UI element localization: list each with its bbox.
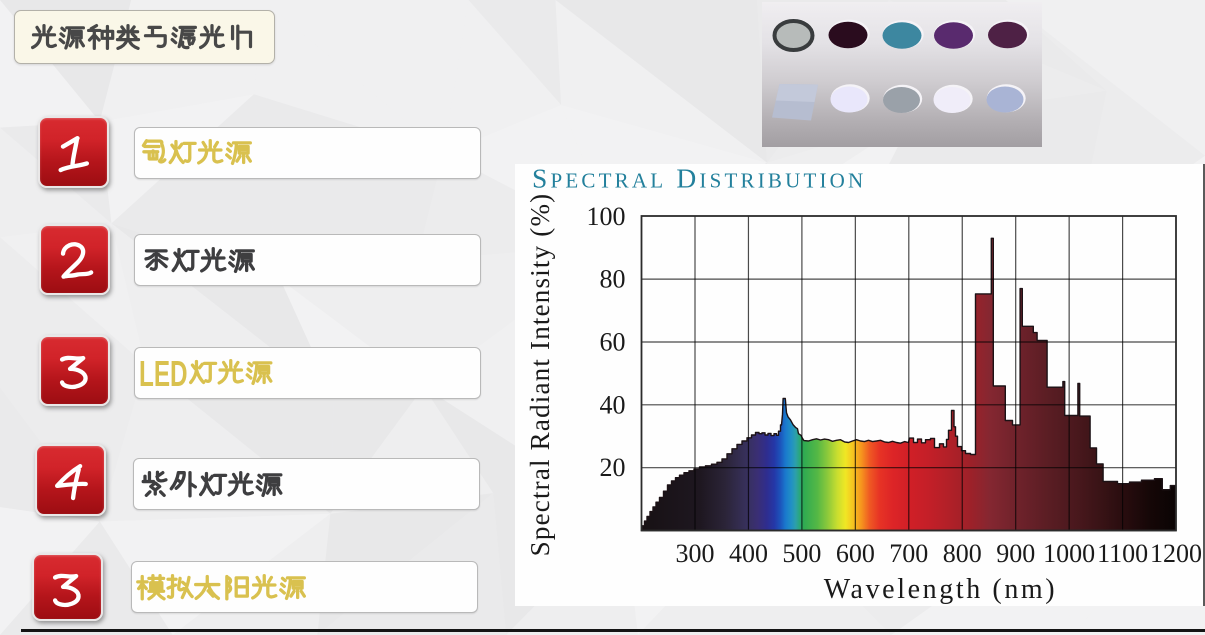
svg-text:Spectral Radiant Intensity (%): Spectral Radiant Intensity (%)	[525, 192, 555, 556]
svg-text:900: 900	[996, 539, 1035, 568]
svg-text:Wavelength (nm): Wavelength (nm)	[823, 574, 1056, 605]
svg-text:300: 300	[675, 539, 714, 568]
svg-text:1100: 1100	[1097, 539, 1148, 568]
svg-text:800: 800	[942, 539, 981, 568]
svg-text:60: 60	[599, 327, 625, 356]
svg-text:100: 100	[586, 201, 625, 230]
svg-text:80: 80	[599, 264, 625, 293]
svg-text:40: 40	[599, 390, 625, 419]
svg-text:SPECTRAL DISTRIBUTION: SPECTRAL DISTRIBUTION	[532, 164, 866, 194]
svg-text:1000: 1000	[1043, 539, 1095, 568]
svg-text:1200: 1200	[1150, 539, 1202, 568]
svg-text:400: 400	[728, 539, 767, 568]
svg-text:500: 500	[782, 539, 821, 568]
svg-text:700: 700	[889, 539, 928, 568]
svg-text:600: 600	[835, 539, 874, 568]
svg-text:20: 20	[599, 453, 625, 482]
